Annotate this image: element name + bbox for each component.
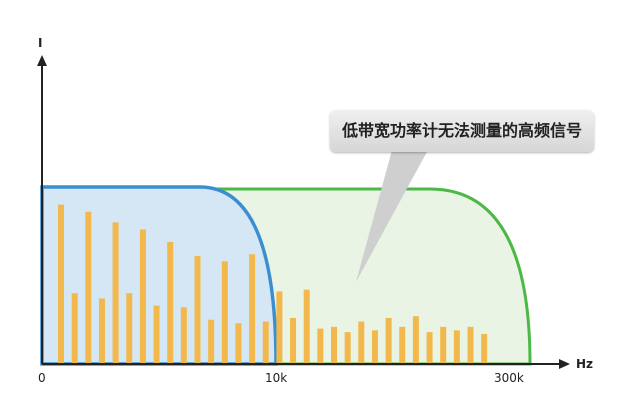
signal-bar	[126, 293, 133, 364]
signal-bar	[112, 222, 119, 364]
signal-bar	[371, 330, 378, 364]
y-axis-label: I	[38, 36, 43, 50]
signal-bar	[85, 211, 92, 364]
signal-bar	[331, 326, 337, 364]
signal-bar	[303, 289, 310, 364]
x-axis-arrow-icon	[559, 359, 570, 369]
signal-bar	[194, 256, 201, 364]
x-tick-10k: 10k	[265, 371, 288, 385]
x-tick-300k: 300k	[494, 371, 524, 385]
signal-bar	[481, 333, 488, 364]
signal-bar	[249, 254, 256, 364]
signal-bar	[467, 326, 474, 364]
signal-bar	[98, 298, 105, 364]
y-axis-arrow-icon	[37, 55, 47, 66]
signal-bar	[358, 321, 365, 364]
x-axis-label: Hz	[576, 357, 594, 371]
signal-bar	[153, 305, 160, 364]
signal-bar	[208, 319, 215, 364]
signal-bar	[317, 328, 324, 364]
callout-tail	[356, 150, 428, 282]
annotation-callout: 低带宽功率计无法测量的高频信号	[330, 110, 594, 152]
x-tick-0: 0	[38, 371, 46, 385]
signal-bar	[453, 330, 460, 364]
signal-bar	[180, 307, 187, 364]
signal-bar	[290, 317, 297, 364]
signal-bar	[221, 261, 228, 364]
signal-bar	[262, 321, 269, 364]
signal-bar	[71, 293, 78, 364]
signal-bar	[235, 323, 242, 364]
signal-bar	[399, 326, 406, 364]
signal-bar	[426, 332, 433, 364]
signal-bar	[385, 317, 392, 364]
signal-bar	[167, 241, 174, 364]
signal-bar	[440, 326, 447, 364]
signal-bar	[412, 316, 419, 364]
signal-bar	[139, 229, 146, 364]
signal-bar	[58, 204, 64, 364]
signal-bar	[276, 291, 283, 364]
signal-bar	[344, 332, 351, 364]
